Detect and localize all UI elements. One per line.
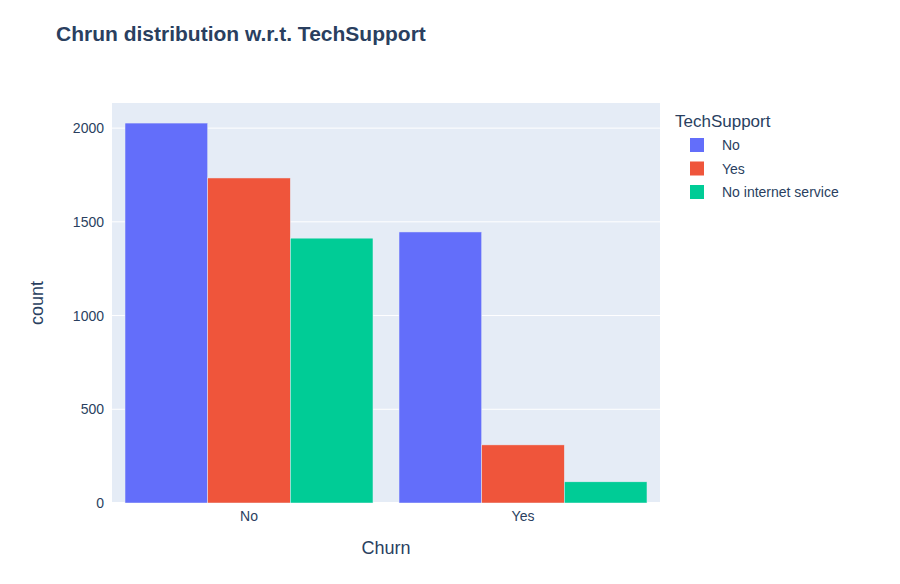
bar [482, 445, 565, 503]
x-tick-label: Yes [512, 508, 535, 524]
x-tick-label: No [240, 508, 258, 524]
y-tick-label: 2000 [73, 120, 104, 136]
chart-svg: 0 500 1000 1500 2000 No Yes Churn count Chrun dis… [0, 0, 900, 584]
bar [564, 482, 647, 503]
y-tick-label: 1000 [73, 308, 104, 324]
legend-title: TechSupport [675, 112, 771, 131]
y-axis-title: count [27, 281, 47, 325]
bar [399, 232, 482, 503]
bar [208, 178, 291, 503]
chart-container: 0 500 1000 1500 2000 No Yes Churn count Chrun dis… [0, 0, 900, 584]
plot-background [112, 103, 660, 503]
legend: TechSupport No Yes No internet service [675, 112, 839, 200]
bars [125, 123, 647, 503]
bar [290, 238, 373, 503]
y-tick-label: 0 [96, 495, 104, 511]
legend-swatch [690, 138, 704, 152]
legend-label: No [722, 137, 740, 153]
legend-swatch [690, 162, 704, 176]
legend-label: No internet service [722, 184, 839, 200]
chart-title: Chrun distribution w.r.t. TechSupport [56, 22, 426, 45]
x-axis-title: Churn [361, 538, 410, 558]
y-tick-label: 1500 [73, 214, 104, 230]
bar [125, 123, 208, 503]
legend-swatch [690, 185, 704, 199]
y-tick-label: 500 [81, 401, 105, 417]
legend-label: Yes [722, 161, 745, 177]
